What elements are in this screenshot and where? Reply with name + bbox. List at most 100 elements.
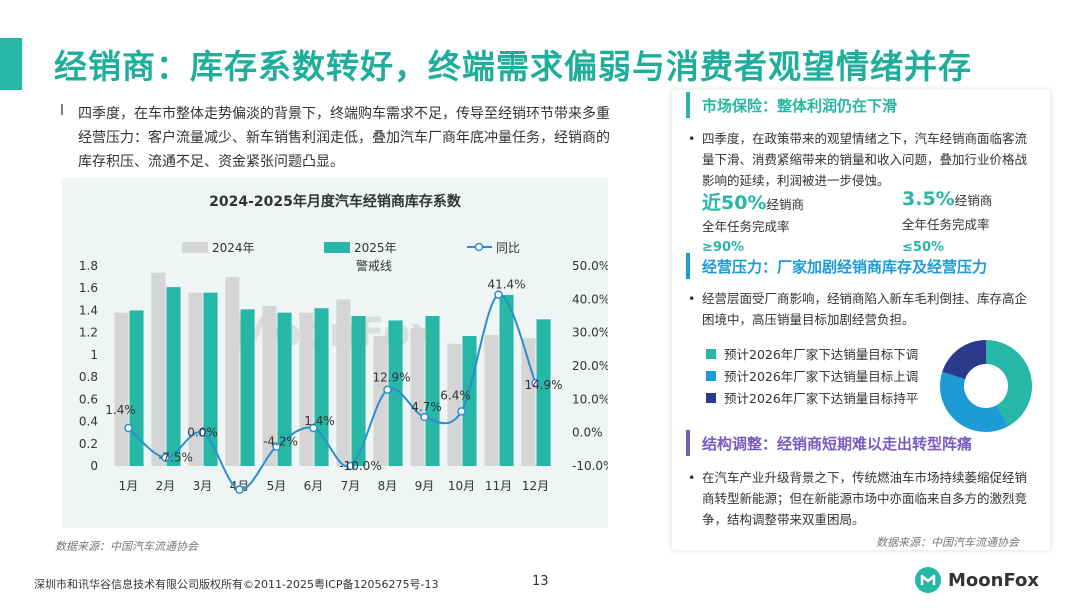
y-left-tick-label: 1.8: [79, 259, 98, 273]
yoy-data-label: -7.5%: [158, 451, 193, 465]
yoy-data-label: 1.4%: [304, 414, 335, 428]
pie-legend-up: 预计2026年厂家下达销量目标上调: [706, 366, 918, 385]
bar-2024: [447, 343, 462, 466]
legend-marker-yoy: [474, 242, 484, 252]
stat1-value: 近50%: [702, 192, 767, 214]
yoy-point: [383, 385, 392, 394]
x-tick-label: 5月: [267, 479, 287, 493]
donut-slice: [986, 340, 1032, 427]
moonfox-logo: MoonFox: [914, 566, 1039, 594]
warning-line-label: 警戒线: [356, 258, 392, 273]
bar-2025: [425, 316, 440, 466]
x-tick-label: 9月: [415, 479, 435, 493]
section-market-title: 市场保险：整体利润仍在下滑: [686, 92, 897, 118]
page-number: 13: [532, 574, 549, 589]
stat1-desc: 全年任务完成率: [702, 219, 790, 234]
yoy-data-label: -4.2%: [263, 435, 298, 449]
bar-line-chart: 2024-2025年月度汽车经销商库存系数 2024年 2025年 同比 警戒线…: [79, 193, 614, 494]
bar-2024: [484, 334, 499, 466]
y-left-tick-label: 0.4: [79, 415, 98, 429]
yoy-data-label: 0.0%: [187, 426, 218, 440]
chart-container: 2024-2025年月度汽车经销商库存系数 2024年 2025年 同比 警戒线…: [62, 178, 614, 528]
intro-bullet-mark: l: [60, 103, 64, 119]
y-left-tick-label: 0.6: [79, 392, 98, 406]
legend-label-2024: 2024年: [212, 241, 255, 255]
yoy-point: [235, 485, 244, 494]
x-tick-label: 1月: [119, 479, 139, 493]
bar-2025: [536, 319, 551, 466]
yoy-data-label: 4.7%: [411, 400, 442, 414]
legend-swatch-2025: [324, 242, 350, 253]
y-right-tick-label: 30.0%: [572, 326, 608, 340]
yoy-point: [531, 378, 540, 388]
x-tick-label: 2月: [156, 479, 176, 493]
x-tick-label: 11月: [485, 479, 512, 493]
stat1-unit: 经销商: [766, 197, 804, 212]
chart-source-right: 数据来源：中国汽车流通协会: [876, 536, 1019, 549]
page-title: 经销商：库存系数转好，终端需求偏弱与消费者观望情绪并存: [54, 47, 972, 86]
yoy-data-label: 1.4%: [105, 403, 136, 417]
chart-title: 2024-2025年月度汽车经销商库存系数: [209, 193, 462, 210]
yoy-point: [161, 453, 170, 462]
x-tick-label: 7月: [341, 479, 361, 493]
bar-2025: [129, 310, 144, 466]
stat1-pct: ≥90%: [702, 240, 745, 255]
x-tick-label: 12月: [522, 479, 549, 493]
chart-source-left: 数据来源：中国汽车流通协会: [55, 540, 198, 553]
donut-slice: [940, 371, 1009, 432]
stat2-desc: 全年任务完成率: [902, 217, 990, 232]
yoy-data-label: 14.9%: [524, 378, 562, 392]
stat2-pct: ≤50%: [902, 240, 945, 255]
yoy-point: [346, 461, 355, 471]
y-right-tick-label: 0.0%: [572, 426, 603, 440]
stat1: 近50%经销商: [702, 188, 804, 215]
copyright-footer: 深圳市和讯华谷信息技术有限公司版权所有©2011-2025粤ICP备120562…: [34, 578, 439, 591]
section-structure-bullet: 在汽车产业升级背景之下，传统燃油车市场持续萎缩促经销商转型新能源；但在新能源市场…: [686, 467, 1038, 530]
y-left-tick-label: 0.8: [79, 370, 98, 384]
pie-legend-down: 预计2026年厂家下达销量目标下调: [706, 344, 918, 363]
x-tick-label: 3月: [193, 479, 213, 493]
legend-square-flat: [706, 392, 716, 403]
pie-legend-label-flat: 预计2026年厂家下达销量目标持平: [724, 391, 919, 406]
legend-swatch-2024: [182, 242, 208, 253]
bar-2024: [225, 277, 240, 466]
stat2-value: 3.5%: [902, 188, 955, 210]
bar-2025: [166, 287, 181, 466]
chart-legend: 2024年 2025年 同比 警戒线: [182, 241, 520, 273]
intro-paragraph: 四季度，在车市整体走势偏淡的背景下，终端购车需求不足，传导至经销环节带来多重经营…: [78, 106, 610, 170]
donut-chart: [940, 340, 1032, 432]
bar-2025: [388, 320, 403, 466]
pie-legend-flat: 预计2026年厂家下达销量目标持平: [706, 388, 918, 407]
stat2-unit: 经销商: [954, 193, 993, 208]
legend-square-up: [706, 370, 716, 381]
bar-2024: [188, 292, 203, 466]
bar-2024: [336, 299, 351, 466]
insight-panel: 市场保险：整体利润仍在下滑 四季度，在政策带来的观望情绪之下，汽车经销商面临客流…: [672, 90, 1050, 550]
title-accent-bar: [0, 38, 22, 90]
yoy-data-label: 41.4%: [487, 278, 525, 292]
section-pressure-title: 经营压力：厂家加剧经销商库存及经营压力: [686, 253, 987, 279]
x-tick-label: 8月: [378, 479, 398, 493]
yoy-point: [198, 428, 207, 437]
moonfox-logo-icon: [915, 567, 941, 593]
pie-legend-label-up: 预计2026年厂家下达销量目标上调: [724, 369, 919, 384]
bar-2025: [499, 294, 514, 466]
x-tick-label: 6月: [304, 479, 324, 493]
y-right-tick-label: 50.0%: [572, 259, 608, 273]
bar-2025: [351, 316, 366, 466]
yoy-point: [272, 442, 281, 451]
bar-2025: [203, 292, 218, 466]
yoy-data-label: 12.9%: [372, 371, 410, 385]
bar-2025: [277, 312, 292, 466]
yoy-data-label: -10.0%: [339, 459, 381, 473]
bar-2025: [462, 336, 477, 466]
yoy-point: [124, 423, 133, 433]
legend-square-down: [706, 348, 716, 359]
donut-slice: [942, 340, 986, 380]
bar-2024: [410, 328, 425, 466]
bar-2024: [299, 312, 314, 466]
bar-2024: [151, 272, 166, 466]
x-tick-label: 10月: [448, 479, 475, 493]
y-left-tick-label: 1.4: [79, 303, 98, 317]
y-left-tick-label: 1: [90, 348, 98, 362]
